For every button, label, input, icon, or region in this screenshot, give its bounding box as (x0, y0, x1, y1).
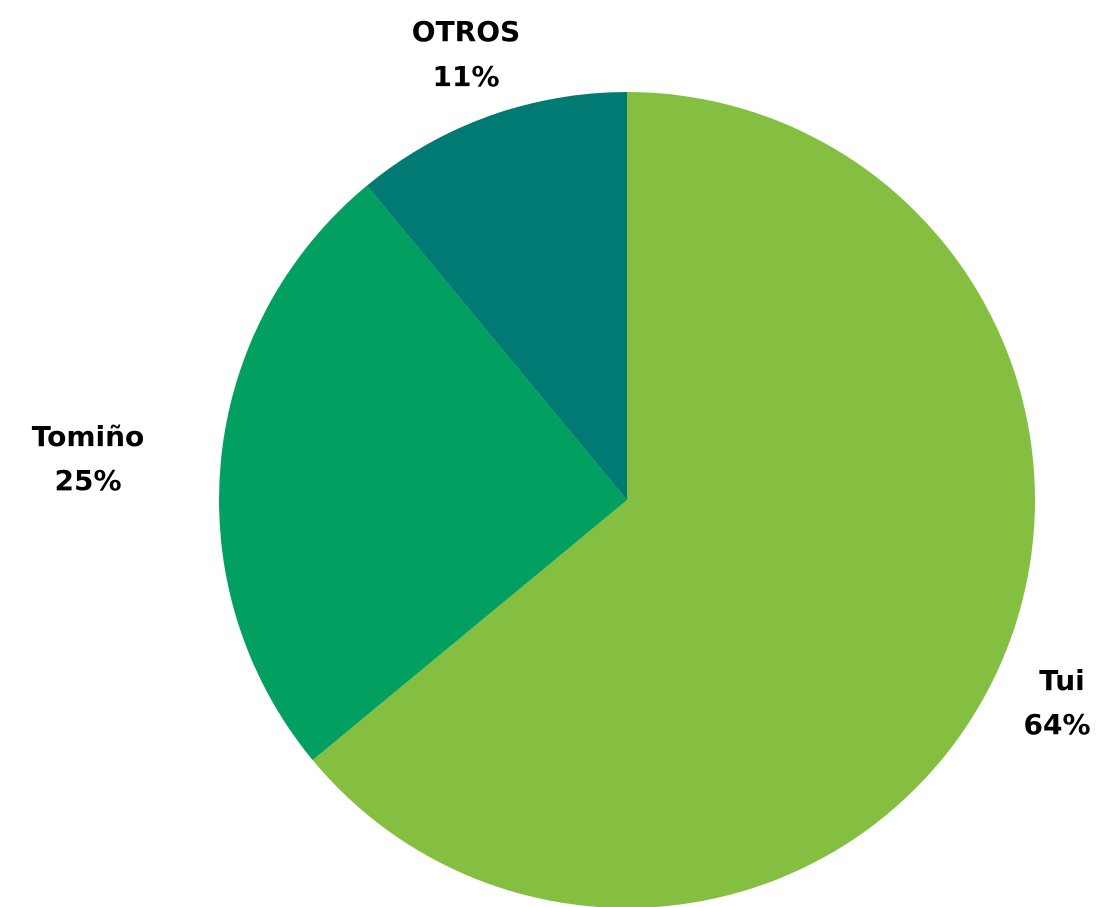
slice-label-otros: OTROS (412, 15, 520, 48)
slice-label-tui: Tui (1039, 664, 1085, 697)
slice-label-tomino: Tomiño (32, 420, 145, 453)
label-tui: Tui 64% (1023, 664, 1090, 741)
pie-slice-tui (312, 92, 1035, 907)
label-tomino: Tomiño 25% (32, 420, 145, 497)
slice-value-tui: 64% (1023, 708, 1090, 741)
pie-slice-tomino (218, 185, 627, 761)
label-otros: OTROS 11% (412, 15, 520, 93)
pie-slices (218, 92, 1035, 907)
slice-value-otros: 11% (432, 60, 499, 93)
slice-value-tomino: 25% (54, 464, 121, 497)
pie-slice-otros (366, 92, 627, 500)
